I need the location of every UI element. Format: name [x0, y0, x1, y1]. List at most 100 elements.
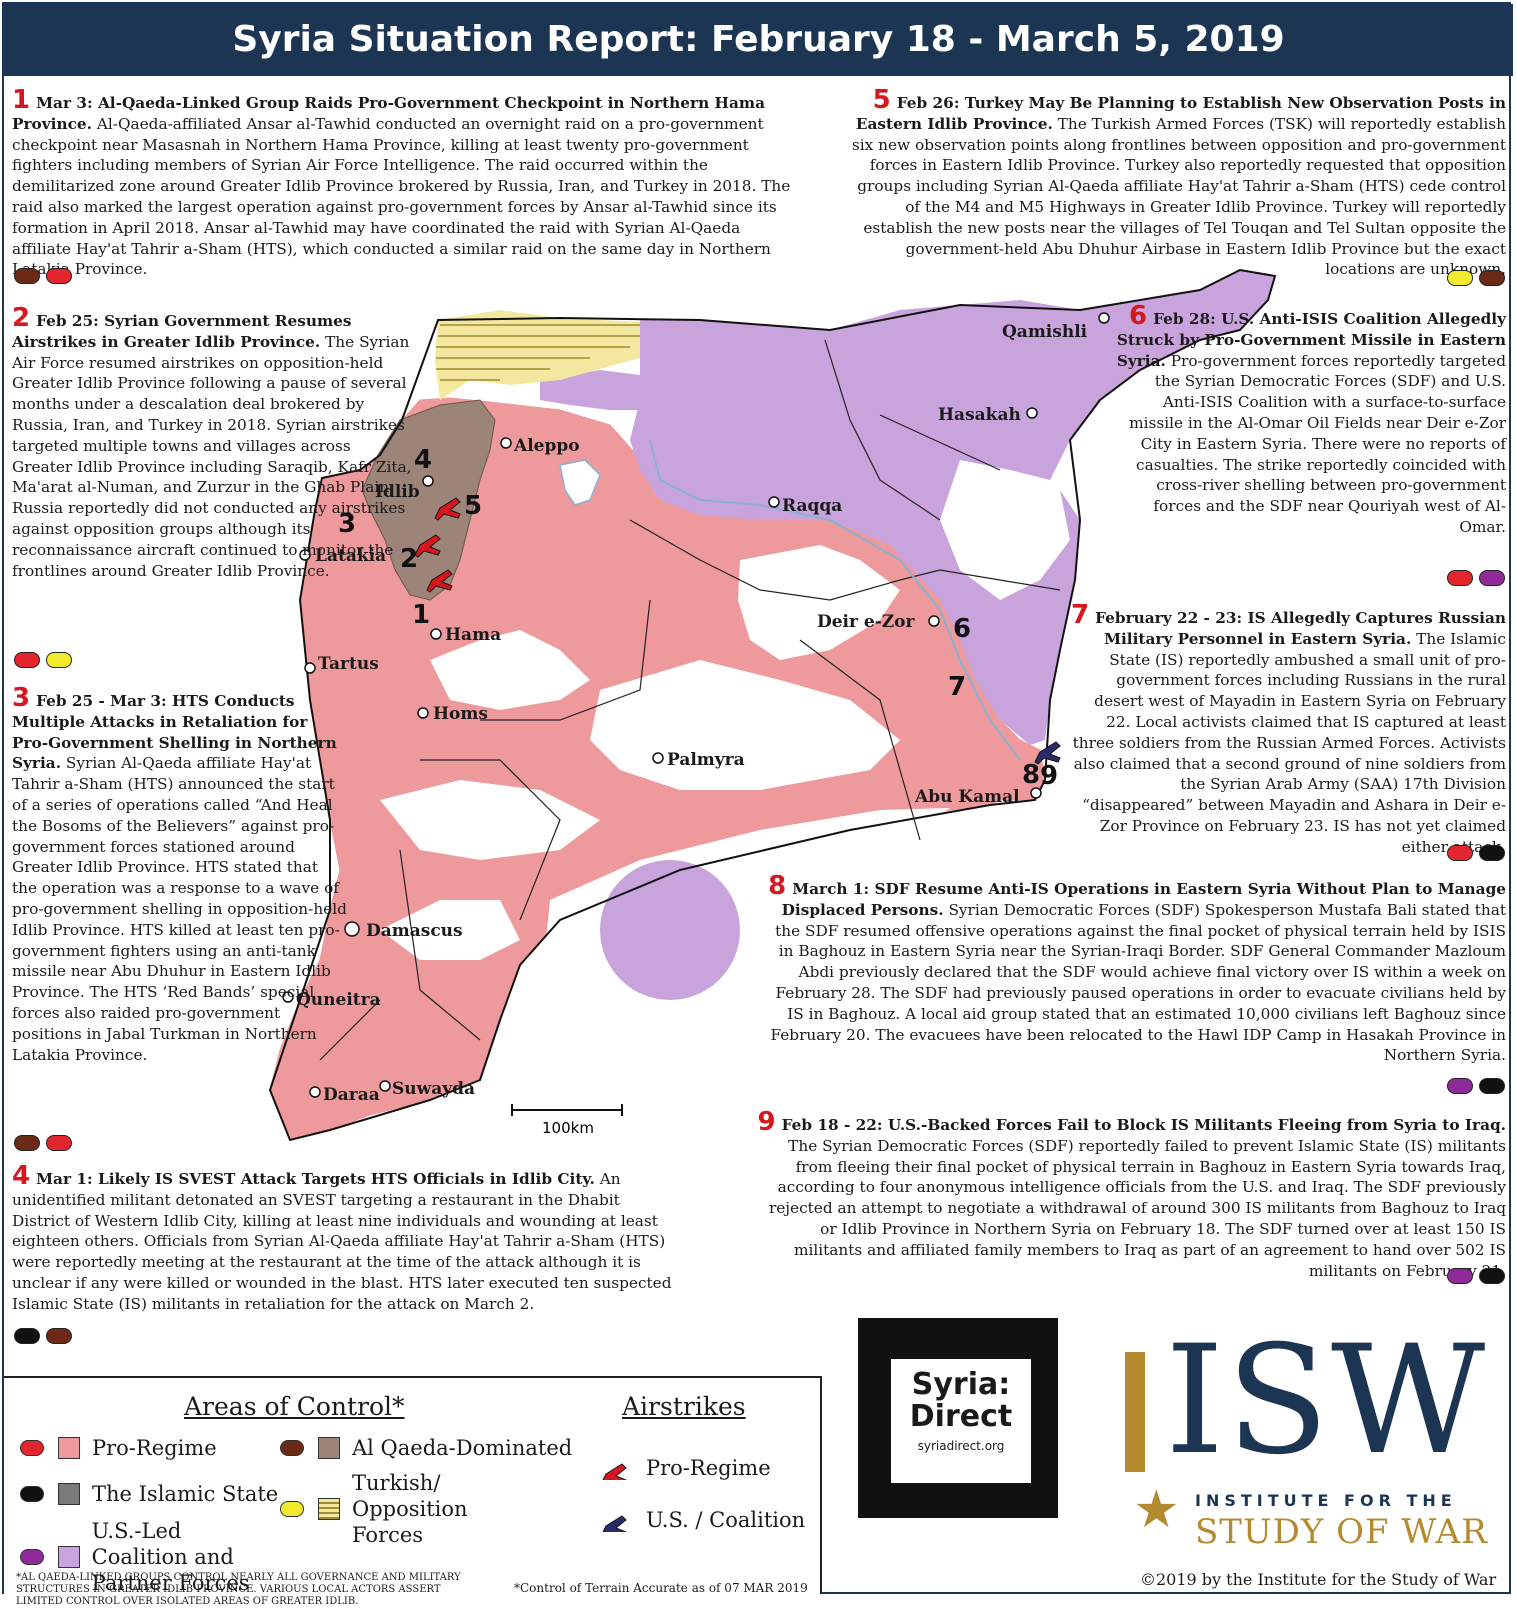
city-label-hasakah: Hasakah	[938, 405, 1021, 425]
coalition-swatch	[57, 1546, 80, 1568]
legend-turkish: Turkish/ Opposition Forces	[280, 1470, 532, 1548]
report-headline: Feb 25 - Mar 3: HTS Conducts Multiple At…	[12, 692, 337, 773]
report-2: 2 Feb 25: Syrian Government Resumes Airst…	[12, 305, 412, 581]
alqaeda-footnote: *AL QAEDA-LINKED GROUPS CONTROL NEARLY A…	[16, 1572, 461, 1607]
legend-areas-title: Areas of Control*	[184, 1392, 405, 1421]
islamic-state-tag	[14, 1328, 40, 1344]
legend-label: U.S. / Coalition	[646, 1508, 806, 1532]
city-markers	[282, 312, 1110, 1098]
scale-label: 100km	[542, 1119, 594, 1137]
coalition-tag	[1447, 1078, 1473, 1094]
report-number: 9	[757, 1107, 776, 1137]
map-marker-6: 6	[953, 614, 971, 644]
turkish-area	[435, 310, 640, 400]
alqaeda-swatch	[318, 1437, 340, 1459]
map-legend: Areas of Control* Airstrikes Pro-Regime …	[4, 1376, 822, 1607]
alqaeda-tag	[1479, 270, 1505, 286]
city-label-homs: Homs	[433, 704, 488, 724]
report-number: 8	[768, 871, 787, 901]
desert-gap-1	[738, 545, 900, 660]
airstrike-coalition-icon	[1034, 741, 1061, 765]
isw-wordmark: ISW	[1165, 1314, 1488, 1488]
isw-logo: ISW ★ INSTITUTE FOR THE STUDY OF WAR	[1125, 1316, 1505, 1556]
legend-coalition: U.S.-Led Coalition and Partner Forces	[20, 1518, 280, 1596]
province-lines	[319, 339, 1061, 1061]
turkish-pill	[280, 1501, 304, 1517]
report-5-tags	[1447, 270, 1505, 286]
lake-assad	[559, 459, 601, 506]
report-1-tags	[14, 268, 72, 284]
legend-islamic-state: The Islamic State	[20, 1482, 278, 1506]
copyright: ©2019 by the Institute for the Study of …	[1140, 1570, 1497, 1589]
report-number: 1	[12, 85, 31, 115]
city-label-palmyra: Palmyra	[667, 750, 745, 770]
city-label-latakia: Latakia	[315, 546, 386, 566]
map-marker-3: 3	[338, 509, 356, 539]
report-4: 4 Mar 1: Likely IS SVEST Attack Targets H…	[12, 1163, 672, 1315]
islamic-state-tag	[1479, 845, 1505, 861]
map-marker-7: 7	[948, 672, 966, 702]
legend-airstrike-pro-regime: Pro-Regime	[602, 1456, 771, 1480]
airstrike-pro-regime-icon	[414, 497, 461, 593]
report-number: 4	[12, 1161, 31, 1191]
scale-bar	[511, 1104, 623, 1116]
isw-gold-bar	[1125, 1352, 1145, 1472]
report-body: The Syrian Democratic Forces (SDF) repor…	[768, 1136, 1506, 1280]
page-title: Syria Situation Report: February 18 - Ma…	[4, 4, 1513, 76]
legend-airstrikes-title: Airstrikes	[622, 1392, 746, 1421]
map-marker-1: 1	[412, 600, 430, 630]
report-headline: February 22 - 23: IS Allegedly Captures …	[1095, 609, 1506, 648]
city-label-deir-ezor: Deir e-Zor	[817, 612, 916, 632]
city-label-idlib: Idlib	[375, 482, 420, 502]
report-body: The Syrian Air Force resumed airstrikes …	[12, 332, 412, 580]
city-label-abu-kamal: Abu Kamal	[914, 787, 1020, 807]
map-marker-2: 2	[400, 544, 418, 574]
desert-gap-6	[380, 900, 520, 960]
report-3: 3 Feb 25 - Mar 3: HTS Conducts Multiple A…	[12, 685, 347, 1065]
city-label-aleppo: Aleppo	[513, 436, 580, 456]
desert-gap-2	[430, 630, 590, 710]
report-headline: Mar 1: Likely IS SVEST Attack Targets HT…	[36, 1170, 595, 1188]
map-marker-9: 9	[1040, 761, 1058, 791]
pro-regime-tag	[14, 652, 40, 668]
pro-regime-swatch	[58, 1437, 80, 1459]
legend-label: The Islamic State	[92, 1482, 279, 1506]
islamic-state-tag	[1479, 1268, 1505, 1284]
isw-line2: STUDY OF WAR	[1195, 1512, 1488, 1552]
city-label-raqqa: Raqqa	[782, 496, 842, 516]
legend-label: Al Qaeda-Dominated	[352, 1436, 573, 1460]
legend-alqaeda: Al Qaeda-Dominated	[280, 1436, 572, 1460]
desert-gap-7	[940, 460, 1070, 600]
legend-pro-regime: Pro-Regime	[20, 1436, 217, 1460]
city-label-qamishli: Qamishli	[1002, 322, 1088, 342]
airstrike-coalition-legend-icon	[602, 1515, 627, 1532]
city-label-quneitra: Quneitra	[296, 990, 381, 1010]
pro-regime-tag	[46, 1135, 72, 1151]
pro-regime-pill	[20, 1440, 44, 1456]
alqaeda-pill	[280, 1440, 304, 1456]
report-number: 6	[1129, 301, 1148, 331]
coalition-manbij-area	[540, 370, 640, 410]
legend-airstrike-coalition: U.S. / Coalition	[602, 1508, 805, 1532]
desert-gap-3	[590, 660, 900, 790]
city-label-suwayda: Suwayda	[392, 1079, 475, 1099]
report-6: 6 Feb 28: U.S. Anti-ISIS Coalition Allege…	[1116, 303, 1506, 538]
terrain-footnote: *Control of Terrain Accurate as of 07 MA…	[514, 1581, 808, 1595]
report-3-tags	[14, 1135, 72, 1151]
report-headline: Feb 18 - 22: U.S.-Backed Forces Fail to …	[781, 1116, 1506, 1134]
alqaeda-tag	[14, 268, 40, 284]
isw-line1: INSTITUTE FOR THE	[1195, 1491, 1457, 1510]
report-9-tags	[1447, 1268, 1505, 1284]
report-9: 9 Feb 18 - 22: U.S.-Backed Forces Fail to…	[748, 1109, 1506, 1281]
report-5: 5 Feb 26: Turkey May Be Planning to Estab…	[846, 87, 1506, 280]
map-marker-4: 4	[414, 445, 432, 475]
report-7-tags	[1447, 845, 1505, 861]
map-marker-5: 5	[464, 491, 482, 521]
report-4-tags	[14, 1328, 72, 1344]
city-label-damascus: Damascus	[366, 921, 463, 941]
syria-direct-logo: Syria: Direct syriadirect.org	[858, 1318, 1058, 1518]
alqaeda-tag	[14, 1135, 40, 1151]
syria-direct-title: Syria: Direct	[909, 1367, 1013, 1434]
legend-label: Pro-Regime	[646, 1456, 771, 1480]
